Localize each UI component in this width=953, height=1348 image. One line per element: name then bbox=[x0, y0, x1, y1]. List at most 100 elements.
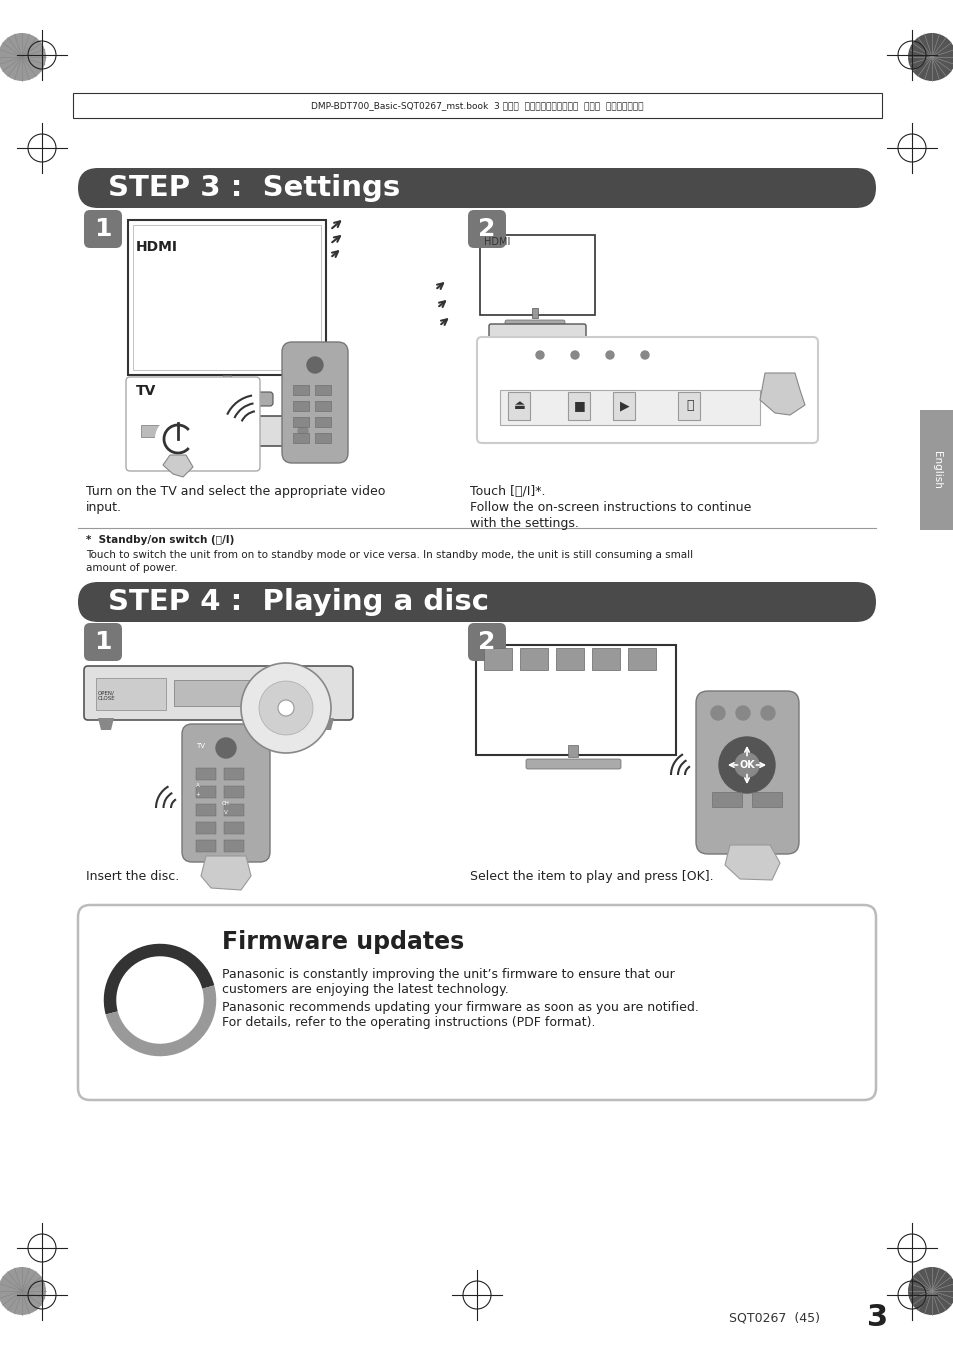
FancyBboxPatch shape bbox=[476, 337, 817, 443]
FancyBboxPatch shape bbox=[282, 342, 348, 462]
Text: For details, refer to the operating instructions (PDF format).: For details, refer to the operating inst… bbox=[222, 1016, 595, 1029]
FancyBboxPatch shape bbox=[182, 724, 270, 861]
Text: DMP-BDT700_Basic-SQT0267_mst.book  3 ページ  ２０１４年５月１３日  火曜日  午後４時５０分: DMP-BDT700_Basic-SQT0267_mst.book 3 ページ … bbox=[311, 101, 643, 111]
Bar bbox=[195, 822, 215, 834]
Bar bbox=[314, 386, 331, 395]
Circle shape bbox=[307, 357, 323, 373]
FancyBboxPatch shape bbox=[78, 905, 875, 1100]
Text: 1: 1 bbox=[94, 217, 112, 241]
Text: 3: 3 bbox=[866, 1304, 887, 1333]
Text: 1/▶: 1/▶ bbox=[286, 693, 298, 700]
Text: Touch to switch the unit from on to standby mode or vice versa. In standby mode,: Touch to switch the unit from on to stan… bbox=[86, 550, 693, 559]
Text: 2: 2 bbox=[477, 630, 496, 654]
Text: TV: TV bbox=[195, 743, 205, 749]
Text: *  Standby/on switch (⏻/I): * Standby/on switch (⏻/I) bbox=[86, 535, 234, 545]
Bar bbox=[293, 417, 309, 427]
Bar bbox=[592, 648, 619, 670]
Bar bbox=[499, 390, 760, 425]
Bar bbox=[532, 307, 537, 318]
Bar bbox=[519, 648, 547, 670]
Bar bbox=[476, 644, 676, 755]
Text: OK: OK bbox=[739, 760, 754, 770]
Text: OPEN/
CLOSE: OPEN/ CLOSE bbox=[98, 690, 115, 701]
Circle shape bbox=[536, 350, 543, 359]
Polygon shape bbox=[201, 856, 251, 890]
Circle shape bbox=[760, 706, 774, 720]
Bar bbox=[314, 400, 331, 411]
Text: ⏏: ⏏ bbox=[514, 399, 525, 412]
Bar bbox=[224, 786, 244, 798]
Circle shape bbox=[605, 350, 614, 359]
Bar bbox=[711, 793, 741, 807]
Bar bbox=[293, 400, 309, 411]
Circle shape bbox=[907, 32, 953, 81]
Bar bbox=[751, 793, 781, 807]
FancyBboxPatch shape bbox=[468, 210, 505, 248]
Bar bbox=[567, 392, 589, 421]
Circle shape bbox=[297, 426, 308, 435]
Text: amount of power.: amount of power. bbox=[86, 563, 177, 573]
Bar bbox=[195, 768, 215, 780]
Text: Firmware updates: Firmware updates bbox=[222, 930, 464, 954]
Bar bbox=[613, 392, 635, 421]
FancyBboxPatch shape bbox=[468, 623, 505, 661]
Text: Touch [⏻/I]*.: Touch [⏻/I]*. bbox=[470, 485, 545, 497]
Circle shape bbox=[0, 32, 46, 81]
FancyBboxPatch shape bbox=[504, 319, 564, 328]
FancyBboxPatch shape bbox=[126, 377, 260, 470]
Bar bbox=[479, 235, 595, 315]
Circle shape bbox=[710, 706, 724, 720]
Polygon shape bbox=[98, 718, 113, 731]
Bar bbox=[224, 822, 244, 834]
Circle shape bbox=[907, 1267, 953, 1316]
Bar bbox=[483, 648, 512, 670]
Bar bbox=[556, 648, 583, 670]
Text: Turn on the TV and select the appropriate video: Turn on the TV and select the appropriat… bbox=[86, 485, 385, 497]
Text: ▶: ▶ bbox=[619, 399, 629, 412]
Text: Select the item to play and press [OK].: Select the item to play and press [OK]. bbox=[470, 869, 713, 883]
Bar bbox=[73, 93, 882, 119]
FancyBboxPatch shape bbox=[84, 666, 353, 720]
Text: Follow the on-screen instructions to continue: Follow the on-screen instructions to con… bbox=[470, 501, 751, 514]
Bar bbox=[293, 386, 309, 395]
Bar bbox=[173, 679, 274, 706]
FancyBboxPatch shape bbox=[696, 692, 799, 855]
Circle shape bbox=[640, 350, 648, 359]
Circle shape bbox=[571, 350, 578, 359]
FancyBboxPatch shape bbox=[78, 168, 875, 208]
Bar bbox=[678, 392, 700, 421]
Text: ⏻: ⏻ bbox=[685, 399, 693, 412]
Text: +: + bbox=[195, 793, 200, 798]
Text: 2: 2 bbox=[477, 217, 496, 241]
Bar bbox=[132, 225, 320, 369]
Bar bbox=[567, 745, 578, 758]
Circle shape bbox=[735, 706, 749, 720]
Text: English: English bbox=[931, 452, 941, 489]
Bar bbox=[314, 417, 331, 427]
Text: STEP 3 :  Settings: STEP 3 : Settings bbox=[108, 174, 400, 202]
Text: TV: TV bbox=[136, 384, 156, 398]
Circle shape bbox=[156, 417, 200, 461]
Circle shape bbox=[734, 754, 759, 776]
Text: input.: input. bbox=[86, 501, 122, 514]
FancyBboxPatch shape bbox=[78, 582, 875, 621]
FancyBboxPatch shape bbox=[84, 210, 122, 248]
Bar bbox=[128, 220, 326, 375]
Circle shape bbox=[258, 681, 313, 735]
Text: V: V bbox=[224, 810, 228, 816]
FancyBboxPatch shape bbox=[525, 759, 620, 768]
Bar bbox=[141, 425, 191, 437]
Bar bbox=[314, 433, 331, 443]
Bar bbox=[96, 678, 166, 710]
Text: Panasonic recommends updating your firmware as soon as you are notified.: Panasonic recommends updating your firmw… bbox=[222, 1002, 699, 1014]
Bar bbox=[627, 648, 656, 670]
Circle shape bbox=[241, 663, 331, 754]
Bar bbox=[293, 433, 309, 443]
Text: CH: CH bbox=[222, 802, 230, 806]
Bar bbox=[223, 375, 231, 390]
Text: HDMI: HDMI bbox=[483, 237, 510, 247]
FancyBboxPatch shape bbox=[489, 324, 585, 344]
Bar bbox=[224, 768, 244, 780]
Text: SQT0267  (45): SQT0267 (45) bbox=[728, 1312, 820, 1325]
FancyBboxPatch shape bbox=[84, 623, 122, 661]
